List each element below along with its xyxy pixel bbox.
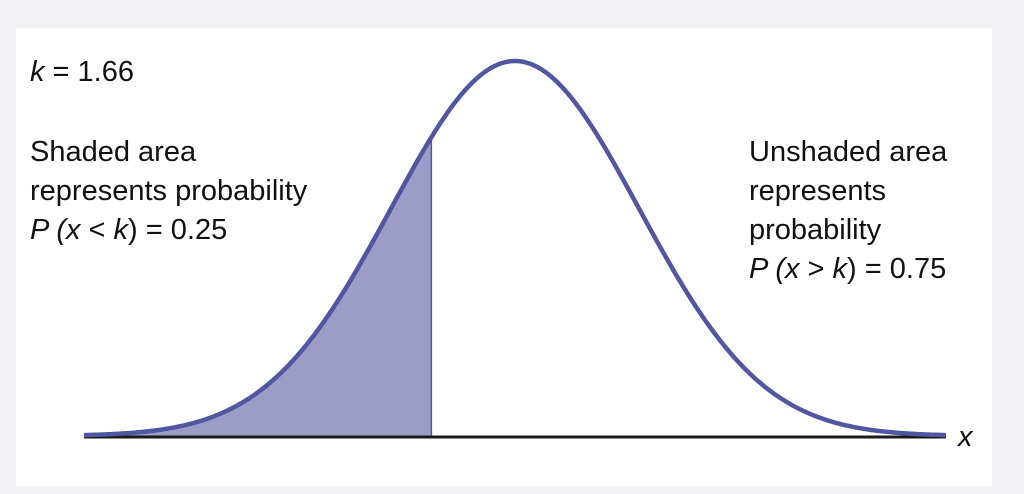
k-value-text: = 1.66 xyxy=(44,56,134,88)
shaded-area-left-of-k xyxy=(84,137,432,437)
k-variable: k xyxy=(30,56,45,88)
right-prob-x: x xyxy=(784,253,800,285)
left-annotation: Shaded area represents probability P (x … xyxy=(30,133,307,250)
left-prob-k: k xyxy=(113,214,129,246)
x-axis-label: x xyxy=(958,421,973,453)
k-value-label: k = 1.66 xyxy=(30,53,134,92)
left-annotation-line-2: represents probability xyxy=(30,175,308,207)
right-prob-prefix: P ( xyxy=(749,253,785,285)
normal-distribution-figure: k = 1.66 Shaded area represents probabil… xyxy=(16,28,992,486)
right-prob-value: ) = 0.75 xyxy=(847,253,947,285)
left-prob-x: x xyxy=(65,214,81,246)
left-prob-operator: < xyxy=(80,214,114,246)
left-annotation-line-1: Shaded area xyxy=(30,136,197,168)
right-annotation-line-2: represents xyxy=(749,175,887,207)
left-prob-prefix: P ( xyxy=(30,214,66,246)
right-prob-operator: > xyxy=(799,253,833,285)
right-annotation-line-3: probability xyxy=(749,214,882,246)
right-probability-statement: P (x > k) = 0.75 xyxy=(749,250,947,289)
left-probability-statement: P (x < k) = 0.25 xyxy=(30,211,307,250)
right-annotation-line-1: Unshaded area xyxy=(749,136,948,168)
right-annotation: Unshaded area represents probability P (… xyxy=(749,133,947,289)
normal-curve-line xyxy=(83,58,947,438)
right-prob-k: k xyxy=(832,253,848,285)
normal-curve-chart xyxy=(83,58,947,439)
left-prob-value: ) = 0.25 xyxy=(128,214,228,246)
